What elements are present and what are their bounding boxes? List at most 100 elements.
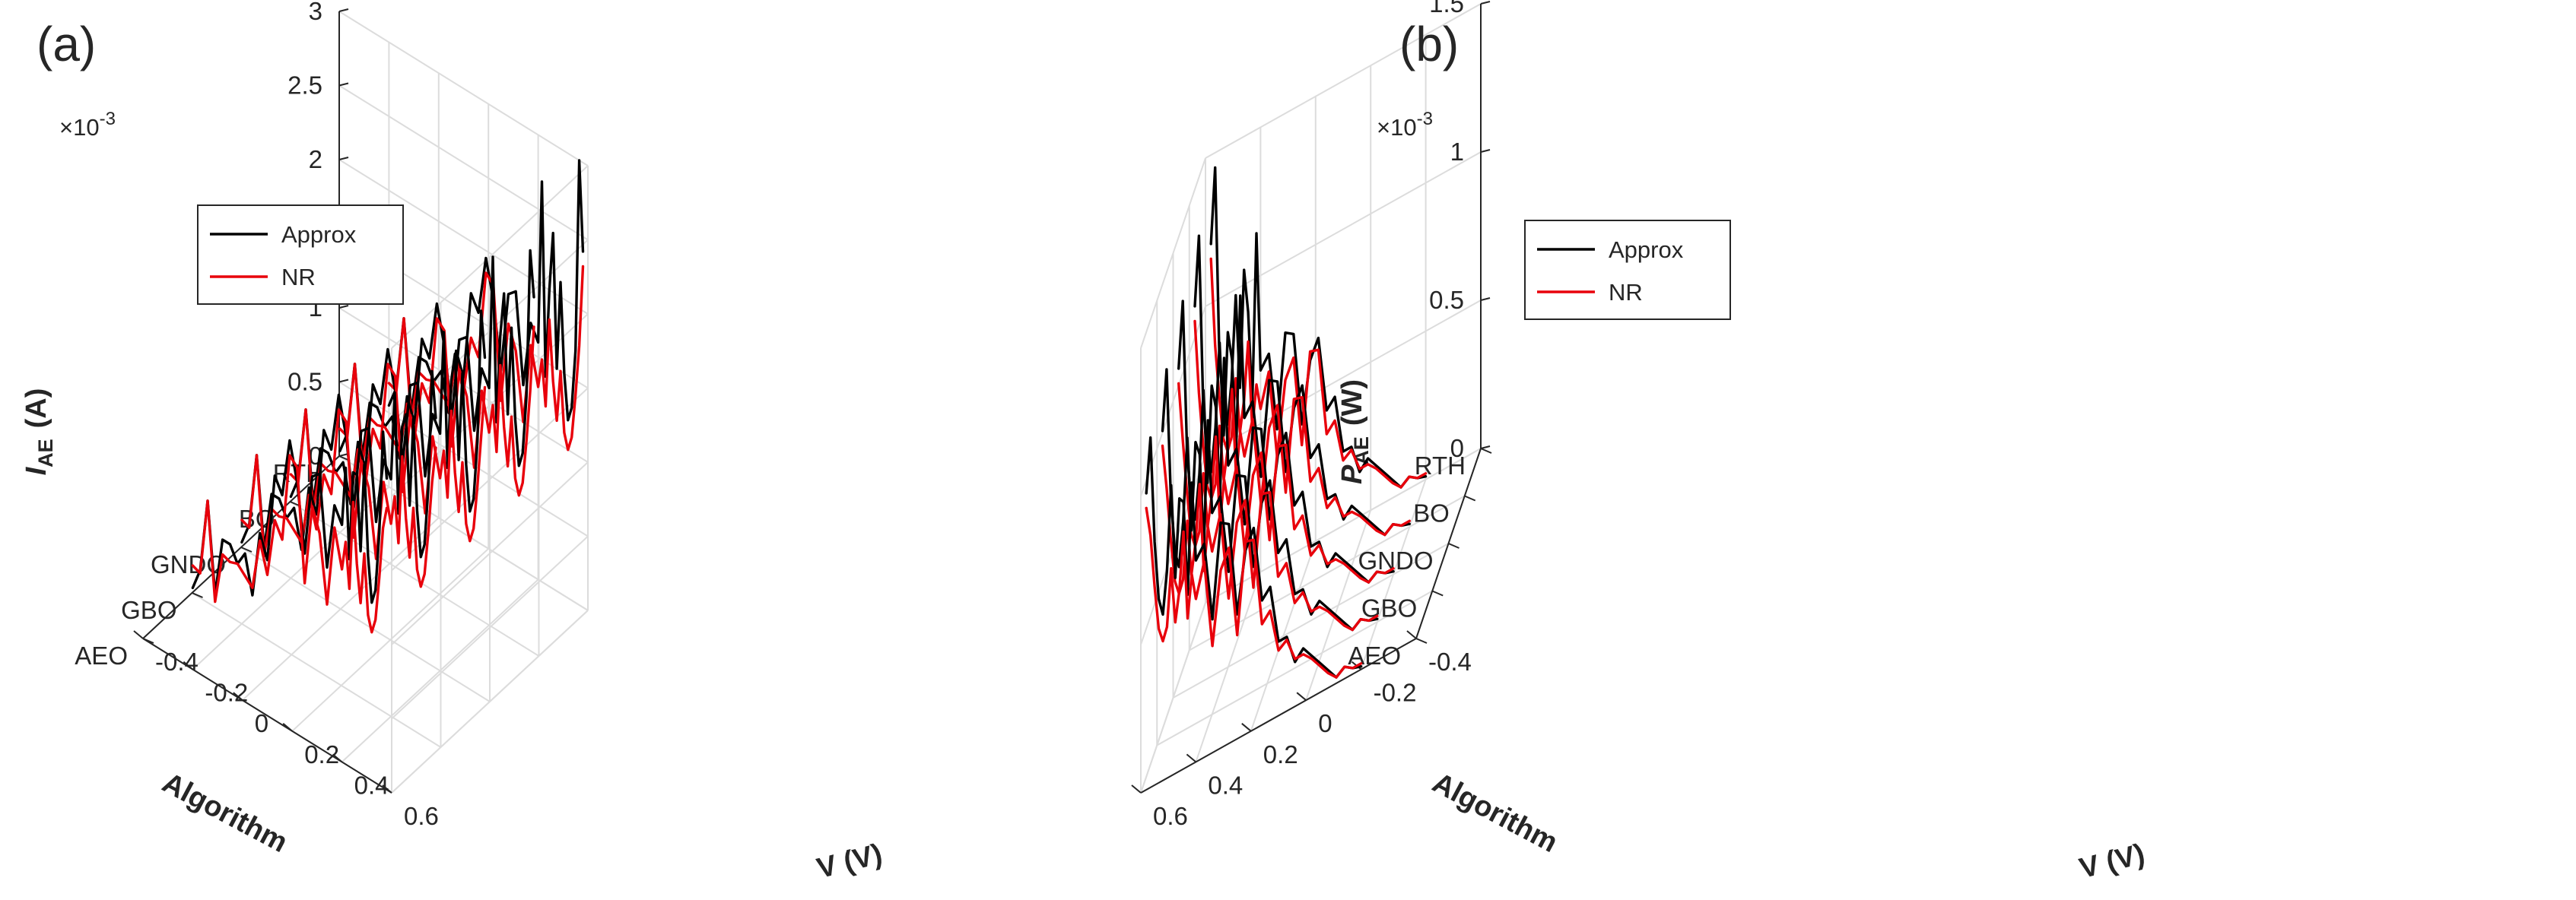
category-tick-mark <box>192 592 203 598</box>
legend-label-nr: NR <box>1609 279 1643 306</box>
v-tick-label: 0 <box>1318 709 1332 737</box>
z-tick-mark <box>338 379 349 383</box>
z-axis-label-unit: (W) <box>1336 379 1368 426</box>
z-tick-mark <box>338 82 349 87</box>
series-line-approx-gbo <box>240 369 437 559</box>
z-tick-mark <box>1480 297 1491 301</box>
legend-label-approx: Approx <box>281 221 357 248</box>
panel-a: 00.511.522.53RTHBOGNDOGBOAEO-0.4-0.200.2… <box>21 0 885 885</box>
series-line-nr-aeo <box>1145 506 1363 679</box>
exponent-label: ×10-3 <box>1377 109 1433 141</box>
legend: Approx NR <box>1524 220 1731 320</box>
grid-line <box>391 461 589 645</box>
v-axis-label: V (V) <box>814 838 885 886</box>
algorithm-axis-label: Algorithm <box>157 767 293 859</box>
v-tick-label: -0.2 <box>205 679 248 707</box>
v-axis-line <box>1140 638 1417 794</box>
z-axis-label-sub: AE <box>34 439 57 467</box>
exponent-base: ×10 <box>59 114 100 141</box>
z-tick-mark <box>338 305 349 309</box>
grid-line <box>338 381 589 537</box>
v-tick-label: 0.2 <box>1263 740 1298 768</box>
series-line-approx-gndo <box>1177 299 1395 584</box>
z-tick-label: 3 <box>309 0 322 25</box>
exponent-power: -3 <box>1417 109 1433 129</box>
category-tick-mark <box>1464 495 1476 502</box>
grid-line <box>1173 543 1449 699</box>
grid-line <box>1205 151 1482 307</box>
v-tick-label: 0.2 <box>304 740 339 768</box>
v-tick-label: 0.4 <box>354 771 389 799</box>
category-tick-mark <box>1448 543 1460 549</box>
v-tick-label: -0.2 <box>1374 679 1417 707</box>
series-line-approx-rth <box>387 159 585 422</box>
exponent-power: -3 <box>100 109 116 129</box>
panel-label: (b) <box>1399 17 1459 71</box>
category-tick-bo: BO <box>1413 499 1450 528</box>
grid-line <box>1205 3 1482 159</box>
v-tick-label: 0.6 <box>1153 802 1188 830</box>
v-tick-mark <box>382 784 392 794</box>
series-line-approx-bo <box>338 249 535 467</box>
legend: Approx NR <box>197 204 404 305</box>
series-line-nr-aeo <box>191 454 389 634</box>
z-tick-label: 1.5 <box>1429 0 1464 17</box>
grid-line <box>1140 157 1206 349</box>
z-axis-label-main: I <box>21 466 52 475</box>
series-line-approx-rth <box>1209 166 1428 489</box>
algorithm-axis-label: Algorithm <box>1428 767 1563 859</box>
category-tick-mark <box>142 638 154 644</box>
series-line-nr-gbo <box>240 408 437 588</box>
exponent-base: ×10 <box>1377 114 1417 141</box>
category-tick-mark <box>1480 448 1492 454</box>
v-tick-mark <box>1296 692 1307 701</box>
v-tick-mark <box>1241 723 1252 732</box>
z-tick-label: 2.5 <box>287 71 322 100</box>
v-tick-mark <box>332 753 343 763</box>
series-line-nr-bo <box>338 317 535 497</box>
v-tick-mark <box>1406 630 1417 639</box>
grid-line <box>391 165 589 349</box>
z-tick-mark <box>1480 1 1491 5</box>
category-tick-gndo: GNDO <box>1358 547 1434 575</box>
panel-label: (a) <box>37 17 96 71</box>
z-tick-label: 0.5 <box>1429 286 1464 314</box>
v-tick-label: 0.4 <box>1208 771 1243 799</box>
z-tick-label: 0 <box>1450 434 1464 462</box>
category-tick-mark <box>1431 590 1444 597</box>
data-series <box>191 159 585 634</box>
v-axis-label: V (V) <box>2076 838 2148 886</box>
z-axis-label: IAE (A) <box>21 388 57 476</box>
exponent-label: ×10-3 <box>59 109 116 141</box>
grid-line <box>338 84 589 241</box>
z-tick-mark <box>1480 445 1491 449</box>
v-tick-mark <box>183 661 194 670</box>
series-line-approx-bo <box>1193 234 1412 537</box>
v-tick-label: -0.4 <box>1428 648 1472 676</box>
grid-line <box>391 535 589 720</box>
series-line-approx-aeo <box>1145 436 1363 679</box>
series-line-approx-gbo <box>1161 368 1379 632</box>
v-axis-line <box>142 638 392 794</box>
v-tick-mark <box>233 692 243 701</box>
z-tick-mark <box>338 8 349 12</box>
series-line-approx-aeo <box>191 430 389 604</box>
legend-label-approx: Approx <box>1609 236 1684 263</box>
grid-line <box>240 547 491 702</box>
z-tick-label: 0.5 <box>287 368 322 396</box>
z-tick-label: 2 <box>309 145 322 173</box>
z-tick-mark <box>338 157 349 160</box>
category-tick-gbo: GBO <box>121 596 176 624</box>
series-line-nr-gndo <box>289 363 487 543</box>
grid-line <box>191 592 442 748</box>
z-axis-label-unit: (A) <box>21 388 52 429</box>
z-axis-label: PAE(W) <box>1336 379 1373 484</box>
legend-box <box>1524 220 1731 320</box>
v-tick-mark <box>133 630 144 639</box>
v-tick-label: 0 <box>255 709 268 737</box>
series-line-nr-rth <box>387 265 585 452</box>
series-line-approx-gndo <box>289 309 487 513</box>
